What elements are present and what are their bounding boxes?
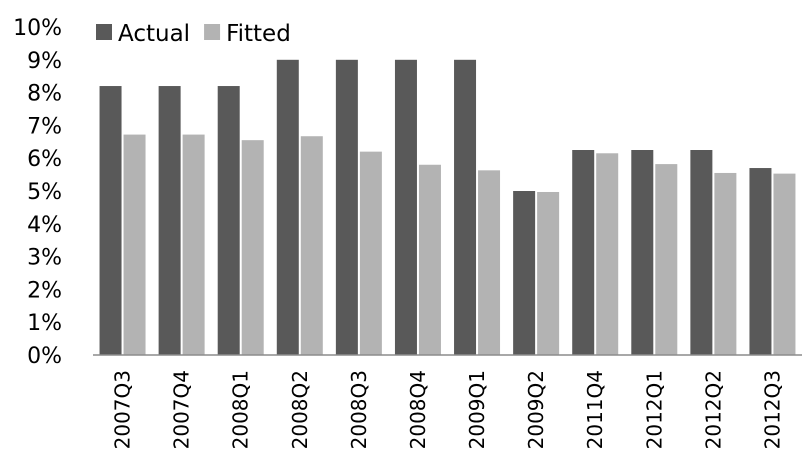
bar-fitted-2007Q4 [182,134,205,355]
bar-fitted-2011Q4 [596,153,619,355]
x-category-label: 2012Q3 [760,370,784,449]
y-tick-label: 10% [13,16,62,41]
x-category-label: 2011Q4 [583,370,607,449]
bar-actual-2008Q4 [394,59,417,356]
bar-fitted-2008Q3 [359,151,382,355]
y-tick-label: 7% [27,114,62,139]
y-axis-ticks: 0% 1% 2% 3% 4% 5% 6% 7% 8% 9% 10% [13,16,62,369]
bar-actual-2011Q4 [572,150,595,355]
bar-actual-2007Q4 [158,86,181,355]
legend-swatch-actual [96,24,112,40]
y-tick-label: 0% [27,344,62,369]
bar-fitted-2012Q2 [714,172,737,355]
x-category-label: 2012Q1 [642,370,666,449]
bar-actual-2007Q3 [99,86,122,355]
x-category-label: 2009Q2 [524,370,548,449]
bar-fitted-2007Q3 [123,134,146,355]
bar-actual-2008Q1 [217,86,240,355]
bar-fitted-2008Q1 [241,140,264,355]
bar-actual-2008Q3 [335,59,358,356]
bar-fitted-2009Q1 [478,170,501,355]
bar-actual-2009Q1 [454,59,477,356]
y-tick-label: 3% [27,246,62,271]
y-tick-label: 8% [27,82,62,107]
legend: Actual Fitted [96,21,291,47]
bar-actual-2012Q1 [631,150,654,355]
legend-label-actual: Actual [118,21,190,47]
x-category-label: 2009Q1 [465,370,489,449]
y-tick-label: 4% [27,213,62,238]
y-tick-label: 6% [27,147,62,172]
bar-fitted-2009Q2 [537,191,560,355]
x-category-label: 2007Q3 [111,370,135,449]
bar-fitted-2008Q2 [300,136,323,355]
bar-actual-2009Q2 [513,191,536,355]
legend-label-fitted: Fitted [226,21,291,47]
x-category-label: 2007Q4 [170,370,194,449]
x-category-label: 2012Q2 [701,370,725,449]
x-category-label: 2008Q4 [406,370,430,449]
bar-fitted-2012Q1 [655,164,678,355]
y-tick-label: 5% [27,180,62,205]
x-category-label: 2008Q3 [347,370,371,449]
y-tick-label: 1% [27,311,62,336]
x-category-label: 2008Q1 [229,370,253,449]
bars [99,59,796,356]
bar-actual-2008Q2 [276,59,299,356]
bar-actual-2012Q3 [749,168,772,355]
bar-fitted-2008Q4 [418,164,441,355]
bar-fitted-2012Q3 [773,173,796,355]
x-axis-category-labels: 2007Q3 2007Q4 2008Q1 2008Q2 2008Q3 2008Q4 2009… [111,370,785,449]
legend-swatch-fitted [204,24,221,40]
x-category-label: 2008Q2 [288,370,312,449]
y-tick-label: 2% [27,278,62,303]
bar-actual-2012Q2 [690,150,713,355]
y-tick-label: 9% [27,49,62,74]
